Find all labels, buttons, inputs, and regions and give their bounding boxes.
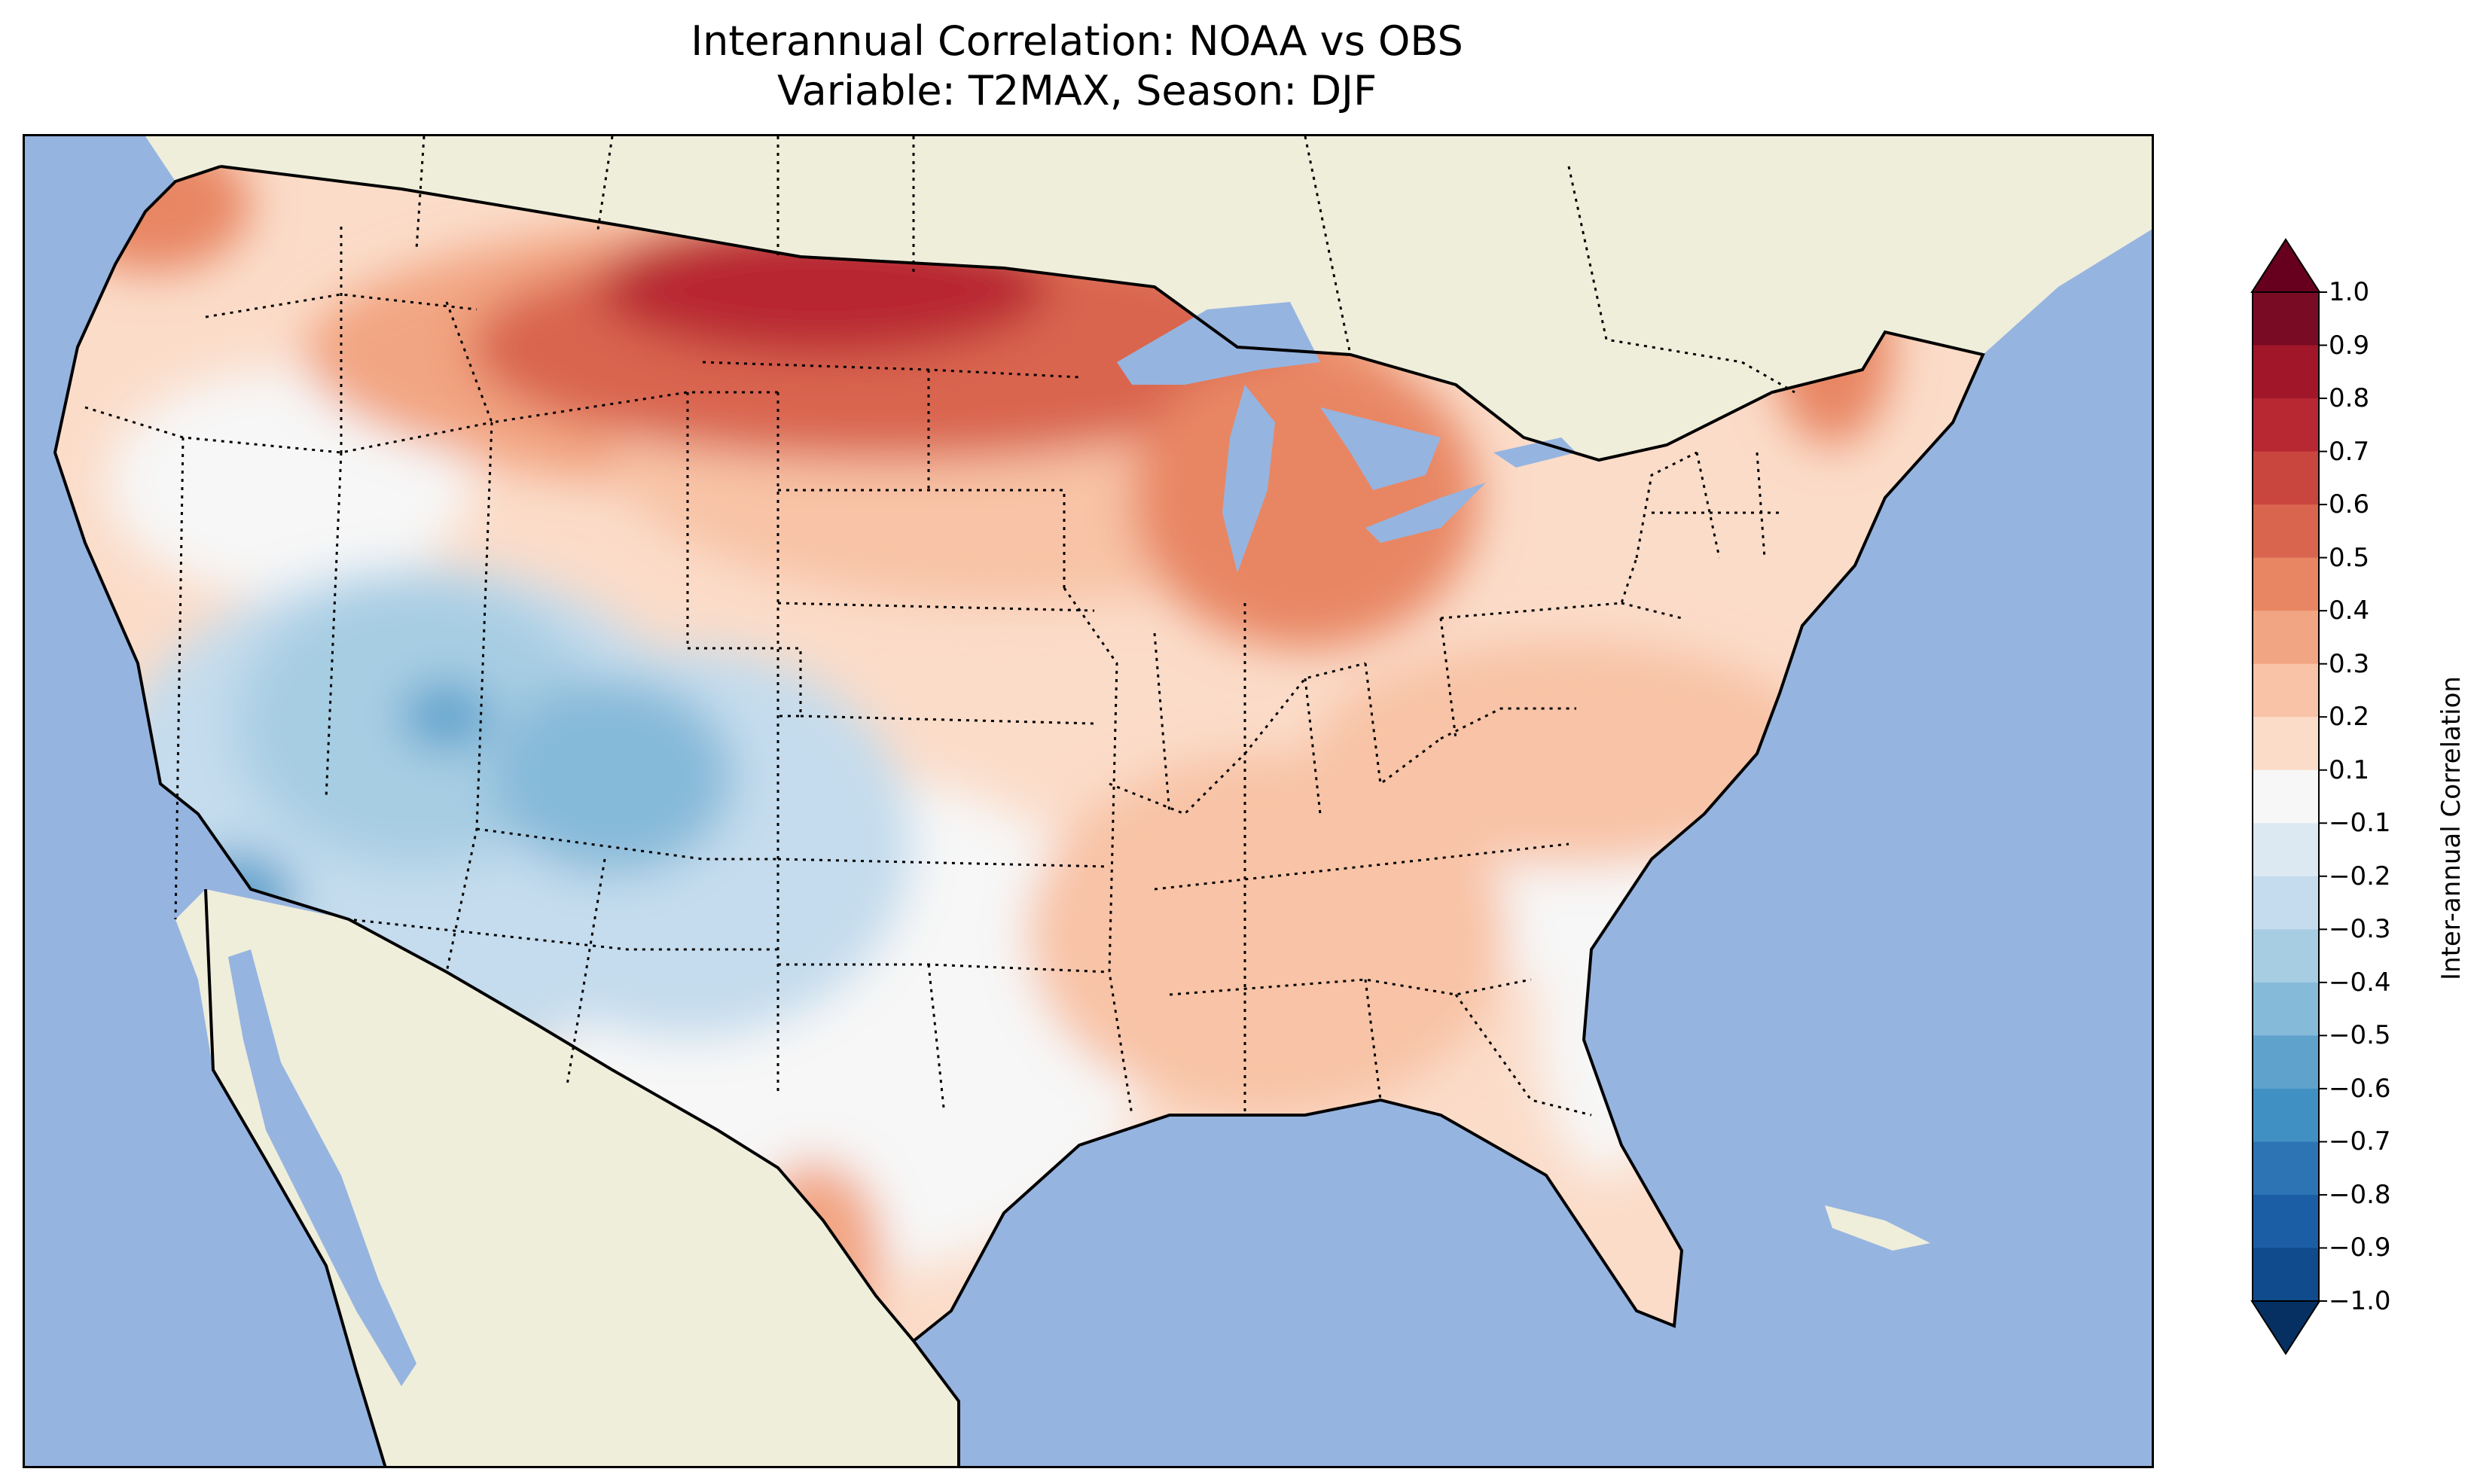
colorbar-label: Inter-annual Correlation (2436, 676, 2466, 980)
colorbar-tick-label: −0.5 (2329, 1020, 2391, 1051)
colorbar-tick-label: −0.4 (2329, 967, 2391, 998)
colorbar-tick-label: 0.3 (2329, 648, 2370, 679)
colorbar-tick-label: 0.8 (2329, 383, 2370, 414)
colorbar-tick-label: 0.2 (2329, 702, 2370, 733)
baja-coastline (204, 888, 387, 1466)
colorbar-tick-label: −0.9 (2329, 1233, 2391, 1263)
colorbar-tick-label: 0.5 (2329, 542, 2370, 573)
colorbar-segment (2252, 1194, 2320, 1248)
canada-land (115, 136, 2152, 460)
colorbar-segment (2252, 1035, 2320, 1089)
colorbar-segment (2252, 292, 2320, 346)
province-borders (415, 136, 1795, 394)
cuba-land (1825, 1205, 1930, 1251)
colorbar-tick-label: −0.3 (2329, 914, 2391, 945)
colorbar-segment (2252, 1088, 2320, 1142)
colorbar-tick-label: 1.0 (2329, 277, 2370, 307)
coastline (53, 165, 1985, 1466)
lake-michigan (1222, 385, 1275, 573)
gulf-of-california (228, 949, 416, 1386)
colorbar-tick-label: −1.0 (2329, 1286, 2391, 1316)
colorbar-frame (2252, 291, 2320, 1302)
chart-title: Interannual Correlation: NOAA vs OBS Var… (0, 17, 2154, 116)
title-line-1: Interannual Correlation: NOAA vs OBS (691, 17, 1463, 65)
colorbar-tick-label: −0.1 (2329, 808, 2391, 839)
colorbar-segment (2252, 717, 2320, 771)
colorbar-segment (2252, 611, 2320, 665)
lake-erie (1365, 483, 1486, 543)
colorbar-segment (2252, 982, 2320, 1036)
colorbar (2250, 238, 2327, 1355)
colorbar-segment (2252, 876, 2320, 930)
map-svg (25, 136, 2152, 1466)
colorbar-segment (2252, 504, 2320, 559)
colorbar-extend-min (2250, 1300, 2321, 1355)
lake-ontario (1493, 437, 1576, 468)
map-panel (23, 134, 2154, 1468)
colorbar-tick-label: 0.6 (2329, 489, 2370, 520)
state-borders (84, 227, 1780, 1117)
colorbar-tick-label: 0.9 (2329, 330, 2370, 361)
lake-superior (1117, 302, 1320, 385)
colorbar-segment (2252, 823, 2320, 877)
colorbar-segment (2252, 663, 2320, 718)
colorbar-segment (2252, 345, 2320, 399)
colorbar-segment (2252, 1141, 2320, 1196)
colorbar-tick-label: −0.2 (2329, 861, 2391, 891)
colorbar-tick-label: 0.7 (2329, 436, 2370, 467)
colorbar-segment (2252, 557, 2320, 611)
nova-scotia-land (1817, 234, 1983, 355)
colorbar-segment (2252, 1248, 2320, 1302)
colorbar-segment (2252, 769, 2320, 824)
colorbar-svg (2250, 238, 2327, 1355)
colorbar-tick-label: −0.7 (2329, 1126, 2391, 1157)
title-line-2: Variable: T2MAX, Season: DJF (776, 67, 1377, 114)
colorbar-extend-max (2250, 238, 2321, 293)
colorbar-tick-label: −0.6 (2329, 1073, 2391, 1104)
colorbar-tick-label: −0.8 (2329, 1179, 2391, 1210)
colorbar-tick-label: 0.4 (2329, 596, 2370, 626)
colorbar-tick-label: 0.1 (2329, 754, 2370, 785)
colorbar-segment (2252, 929, 2320, 983)
colorbar-segment (2252, 398, 2320, 453)
lake-huron (1320, 407, 1441, 490)
colorbar-segment (2252, 451, 2320, 505)
